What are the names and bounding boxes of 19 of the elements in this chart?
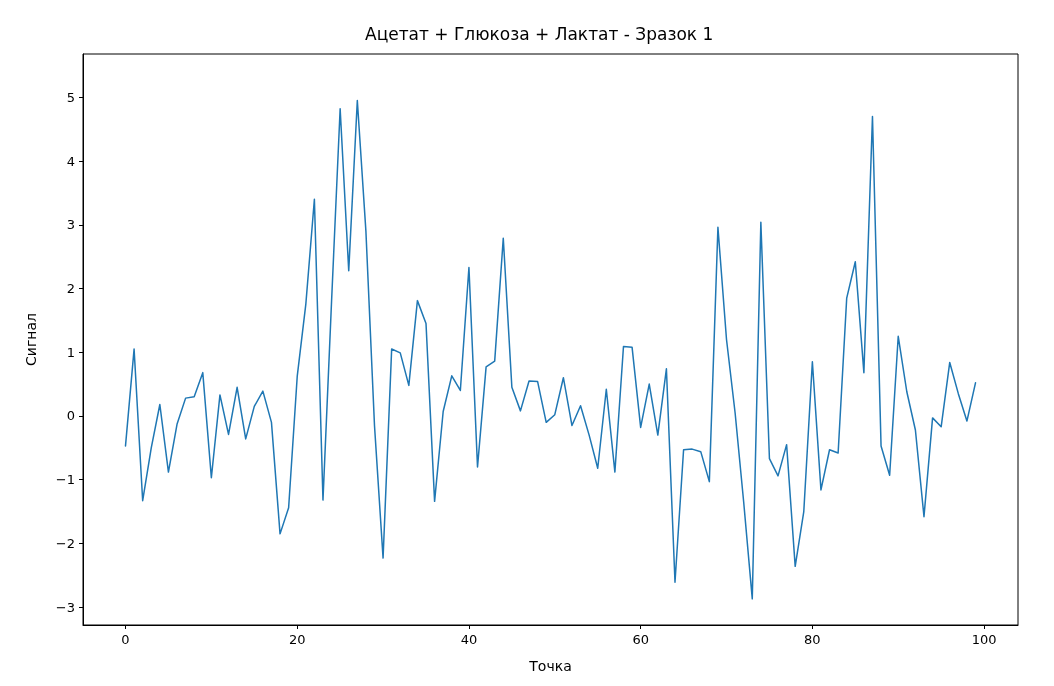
y-tick-label: 0 bbox=[66, 408, 75, 424]
y-tick-label: 2 bbox=[66, 281, 75, 297]
x-tick-label: 100 bbox=[971, 632, 997, 647]
y-tick-label: 5 bbox=[66, 89, 75, 105]
y-tick-label: −2 bbox=[55, 535, 75, 551]
y-tick-label: 4 bbox=[66, 153, 75, 169]
chart-title: Ацетат + Глюкоза + Лактат - Зразок 1 bbox=[365, 23, 714, 44]
y-tick-label: −3 bbox=[55, 599, 75, 615]
x-tick-label: 60 bbox=[632, 632, 649, 647]
y-tick-label: −1 bbox=[55, 472, 75, 488]
y-tick-label: 3 bbox=[66, 217, 75, 233]
x-tick-label: 40 bbox=[460, 632, 478, 647]
x-tick-label: 0 bbox=[121, 632, 130, 647]
x-axis-title: Точка bbox=[528, 658, 572, 674]
x-tick-label: 20 bbox=[288, 632, 306, 647]
line-series bbox=[124, 99, 977, 600]
y-axis-title: Сигнал bbox=[23, 313, 39, 366]
x-tick-label: 80 bbox=[804, 632, 821, 647]
y-tick-label: 1 bbox=[66, 344, 75, 360]
